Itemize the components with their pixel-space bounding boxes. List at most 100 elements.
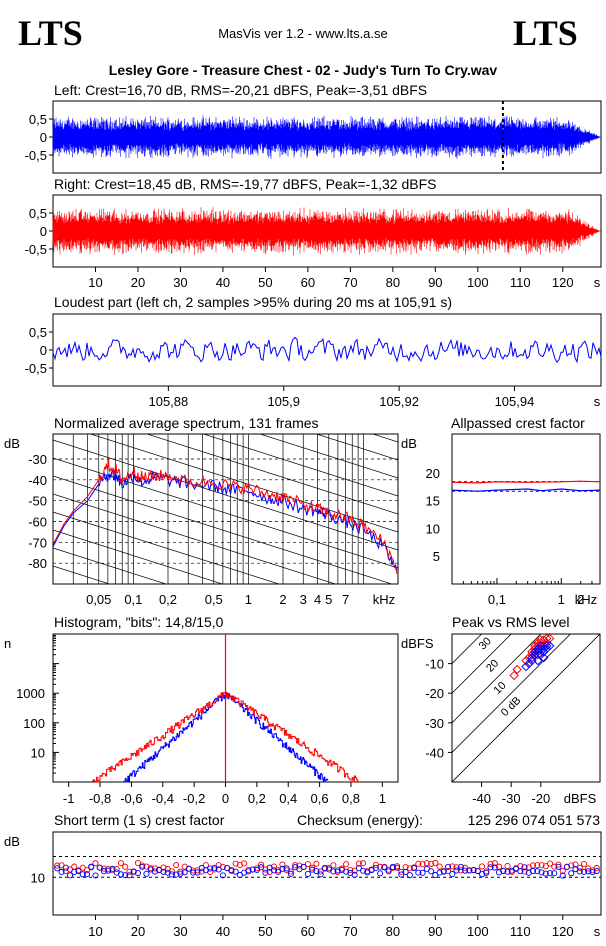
right-waveform-xtick-label: 80	[386, 275, 400, 290]
histogram-xtick-label: -0,6	[120, 791, 142, 806]
spectrum-ytick-label: -40	[28, 473, 47, 488]
peak-vs-rms-right-point	[524, 652, 534, 663]
short-term-crest-frame	[52, 831, 602, 916]
short-term-crest-xtick-label: 100	[467, 924, 489, 939]
right-waveform-xtick-label: 50	[258, 275, 272, 290]
short-term-crest-left-point	[415, 869, 422, 876]
short-term-crest-left-point	[589, 869, 596, 876]
allpassed-xunit: kHz	[575, 592, 597, 607]
peak-vs-rms-right-point	[536, 635, 546, 645]
short-term-crest-left-point	[249, 866, 256, 873]
short-term-crest-left-point	[580, 868, 588, 875]
spectrum-right-series	[53, 459, 398, 574]
short-term-crest-left-point	[58, 868, 65, 876]
short-term-crest-xtick-label: 70	[343, 924, 357, 939]
short-term-crest-left-point	[555, 863, 562, 870]
short-term-crest-left-point	[96, 864, 103, 871]
peak-vs-rms-left-point	[527, 655, 537, 666]
short-term-crest-left-point	[309, 866, 316, 873]
short-term-crest-right-point	[504, 862, 511, 870]
spectrum-slope-line	[145, 434, 398, 515]
short-term-crest-right-point	[198, 868, 205, 875]
loudest-part-ytick-label: -0,5	[25, 361, 47, 376]
short-term-crest-left-point	[126, 872, 133, 879]
short-term-crest-ylabel: dB	[4, 834, 20, 849]
short-term-crest-right-point	[287, 868, 294, 875]
right-waveform-xunit: s	[594, 275, 601, 290]
peak-vs-rms-left-point	[530, 650, 540, 660]
short-term-crest-right-point	[253, 865, 260, 872]
short-term-crest-left-point	[143, 870, 150, 877]
short-term-crest-left-point	[262, 869, 269, 876]
short-term-crest-left-point	[134, 869, 142, 877]
short-term-crest-right-point	[559, 867, 566, 875]
short-term-crest-xtick-label: 80	[386, 924, 400, 939]
short-term-crest-left-point	[79, 871, 86, 878]
spectrum-xtick-label: 7	[342, 592, 349, 607]
loudest-part-title: Loudest part (left ch, 2 samples >95% du…	[54, 294, 452, 310]
short-term-crest-right-point	[126, 868, 133, 875]
allpassed-left-series	[451, 488, 601, 492]
short-term-crest-left-point	[517, 868, 524, 875]
short-term-crest-right-point	[355, 860, 362, 867]
peak-vs-rms-right-point	[539, 647, 549, 657]
short-term-crest-left-point	[71, 868, 78, 875]
short-term-crest-left-point	[62, 864, 69, 871]
short-term-crest-title: Short term (1 s) crest factor	[54, 812, 225, 828]
right-waveform-xtick-label: 10	[88, 275, 102, 290]
right-waveform-xtick-label: 100	[467, 275, 489, 290]
histogram-title: Histogram, "bits": 14,8/15,0	[54, 614, 224, 630]
short-term-crest-right-point	[343, 861, 350, 868]
short-term-crest-left-point	[194, 869, 201, 876]
short-term-crest-right-point	[457, 867, 464, 874]
histogram-ytick-label: 10	[31, 745, 45, 760]
short-term-crest-left-point	[398, 871, 405, 878]
short-term-crest-left-point	[343, 868, 350, 875]
short-term-crest-right-point	[415, 860, 422, 867]
peak-vs-rms-left-point	[539, 644, 549, 654]
short-term-crest-left-point	[54, 865, 61, 872]
right-waveform-xtick-label: 60	[301, 275, 315, 290]
short-term-crest-right-point	[113, 866, 120, 873]
peak-vs-rms-left-point	[544, 641, 555, 651]
right-waveform-ytick-label: -0,5	[25, 242, 47, 257]
short-term-crest-right-point	[330, 862, 337, 869]
short-term-crest-right-point	[54, 862, 61, 869]
short-term-crest-right-point	[406, 865, 413, 872]
short-term-crest-left-point	[487, 864, 494, 871]
short-term-crest-right-point	[462, 864, 469, 871]
short-term-crest-left-point	[75, 868, 82, 875]
short-term-crest-left-point	[436, 869, 443, 876]
short-term-crest-left-point	[258, 864, 265, 871]
spectrum-ytick-label: -80	[28, 556, 47, 571]
checksum-value: 125 296 074 051 573	[468, 812, 601, 828]
short-term-crest-left-point	[504, 868, 511, 875]
loudest-part-ytick-label: 0,5	[29, 325, 47, 340]
left-waveform-ytick-label: 0	[40, 130, 47, 145]
peak-vs-rms-right-point	[530, 644, 540, 654]
short-term-crest-left-point	[300, 863, 307, 871]
allpassed-crest-title: Allpassed crest factor	[451, 415, 585, 431]
loudest-part-panel: 0,5 0 -0,5 105,88 105,9 105,92 105,94 s	[25, 313, 602, 409]
short-term-crest-left-point	[406, 872, 413, 879]
short-term-crest-left-point	[457, 863, 464, 870]
allpassed-ytick-label: 5	[433, 549, 440, 564]
short-term-crest-right-point	[572, 861, 579, 868]
right-waveform-xtick-label: 120	[552, 275, 574, 290]
short-term-crest-left-point	[232, 868, 239, 875]
peak-vs-rms-ytick-label: -30	[425, 716, 444, 731]
short-term-crest-right-point	[423, 860, 430, 867]
peak-vs-rms-crest-label: 10	[492, 680, 509, 697]
short-term-crest-left-point	[275, 868, 282, 875]
short-term-crest-right-point	[232, 860, 239, 867]
short-term-crest-left-point	[500, 867, 507, 875]
short-term-crest-right-point	[177, 868, 184, 875]
short-term-crest-left-point	[139, 863, 146, 870]
peak-vs-rms-left-point	[533, 647, 543, 657]
short-term-crest-xtick-label: 60	[301, 924, 315, 939]
short-term-crest-left-point	[372, 864, 379, 871]
short-term-crest-left-point	[529, 868, 537, 875]
short-term-crest-panel: dB 10 10 20 30 40 50 60 70 80 90 100 110 120 s	[4, 831, 602, 939]
short-term-crest-right-point	[241, 860, 248, 867]
